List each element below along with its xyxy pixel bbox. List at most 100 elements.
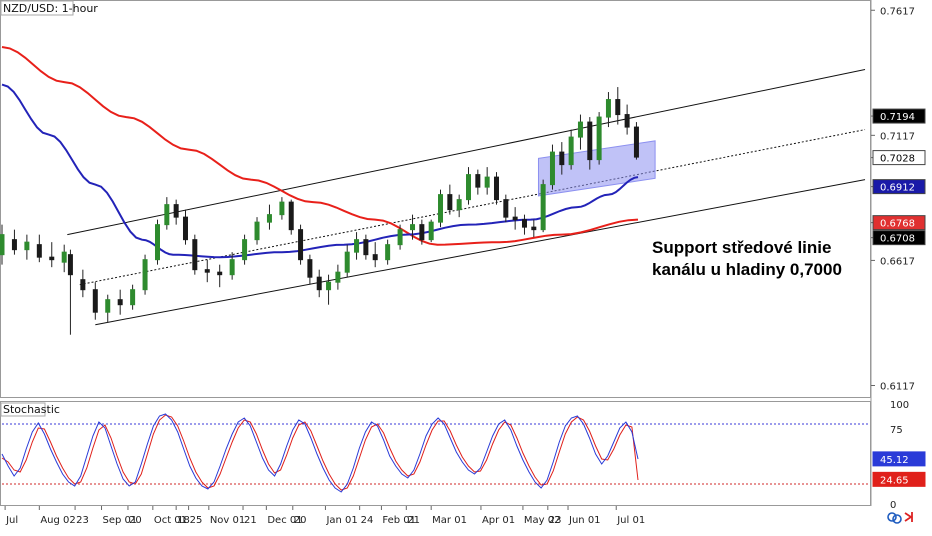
time-tick-label: Nov 01 <box>210 515 245 526</box>
candles <box>0 87 639 335</box>
price-tick-label: 0.6117 <box>880 381 915 392</box>
time-tick-label: May 02 <box>524 515 561 526</box>
stochastic-title: Stochastic <box>3 403 60 416</box>
price-tag-label: 0.7194 <box>880 112 915 123</box>
candle-body <box>419 224 425 241</box>
candle-body <box>67 254 73 276</box>
price-tag-label: 0.6768 <box>880 219 915 230</box>
scroll-end-icon[interactable] <box>904 512 913 522</box>
annotation-line-2: kanálu u hladiny 0,7000 <box>652 260 842 279</box>
price-tag-box <box>872 230 926 246</box>
candle-body <box>559 151 565 166</box>
candle-body <box>164 204 170 226</box>
time-tick-label: Mar 01 <box>432 515 467 526</box>
candle-body <box>438 194 444 223</box>
channel-upper-line <box>67 69 866 236</box>
candle-body <box>92 289 98 313</box>
candle-body <box>410 224 416 231</box>
price-tag-label: 0.6708 <box>880 234 915 245</box>
chart-title-box <box>0 0 74 16</box>
candle-body <box>577 121 583 138</box>
stochastic-tick-label: 75 <box>890 425 903 436</box>
time-tick-label: 21 <box>407 515 420 526</box>
candle-body <box>0 234 5 256</box>
candle-body <box>229 259 235 276</box>
stochastic-tick-label: 100 <box>890 400 909 411</box>
time-tick-label: Aug 02 <box>40 515 75 526</box>
stochastic-d-line <box>1 414 639 491</box>
candle-body <box>456 199 462 211</box>
stochastic-tag-label: 24.65 <box>880 475 909 486</box>
time-tick-label: 24 <box>361 515 374 526</box>
price-tag-box <box>872 108 926 124</box>
chart-title: NZD/USD: 1-hour <box>3 2 98 15</box>
price-axis-ticks: 0.7617 0.7194 0.7117 0.7028 0.6912 0.6768 0.67… <box>871 6 915 392</box>
price-tag-box <box>872 215 926 231</box>
candle-body <box>493 176 499 201</box>
candle-body <box>428 221 434 241</box>
time-tick-label: Sep 01 <box>103 515 138 526</box>
stochastic-panel <box>0 401 871 506</box>
candle-body <box>344 251 350 273</box>
candle-body <box>397 229 403 246</box>
time-tick-label: Jun 01 <box>568 515 601 526</box>
candle-body <box>540 184 546 231</box>
price-tag-box <box>872 179 926 195</box>
price-tags: 0.7194 0.7028 0.6912 0.6768 0.6708 <box>872 108 926 246</box>
candle-body <box>36 244 42 258</box>
moving-averages <box>1 46 639 259</box>
time-tick-label: 25 <box>190 515 203 526</box>
candle-body <box>298 229 304 261</box>
candle-body <box>605 99 611 118</box>
sma-blue-line <box>1 83 639 259</box>
candle-body <box>475 174 481 188</box>
candle-body <box>316 276 322 291</box>
candle-body <box>242 239 248 261</box>
candle-body <box>105 299 111 313</box>
candle-body <box>24 241 30 251</box>
sma-red-line <box>1 46 639 246</box>
time-tick-label: 23 <box>76 515 89 526</box>
time-tick-label: 23 <box>549 515 562 526</box>
candle-body <box>288 201 294 231</box>
price-tick-label: 0.7117 <box>880 131 915 142</box>
candle-body <box>466 174 472 201</box>
time-tick-label: 21 <box>244 515 257 526</box>
candle-body <box>549 151 555 186</box>
candle-body <box>363 239 369 256</box>
candle-body <box>512 216 518 221</box>
stochastic-tick-label: 0 <box>890 500 896 511</box>
time-tick-label: 20 <box>129 515 142 526</box>
channel-lines <box>67 69 866 326</box>
stochastic-k-line <box>1 413 639 493</box>
time-tick-label: Apr 01 <box>482 515 515 526</box>
time-tick-label: Dec 01 <box>267 515 302 526</box>
candle-body <box>142 259 148 291</box>
main-panel <box>0 0 871 398</box>
candle-body <box>633 126 639 158</box>
candle-body <box>173 204 179 218</box>
stochastic-tag-label: 45.12 <box>880 455 909 466</box>
candle-body <box>484 176 490 188</box>
price-tag-box <box>872 150 926 166</box>
time-tick-label: Jan 01 <box>325 515 357 526</box>
candle-body <box>254 221 260 241</box>
candle-body <box>130 289 136 306</box>
candle-body <box>61 251 67 263</box>
candle-body <box>521 219 527 228</box>
time-tick-label: 20 <box>294 515 307 526</box>
candle-body <box>385 244 391 261</box>
time-tick-label: Jul 01 <box>616 515 645 526</box>
candle-body <box>117 299 123 306</box>
sync-icon[interactable] <box>887 512 902 524</box>
time-tick-label: 18 <box>177 515 190 526</box>
candle-body <box>326 281 332 291</box>
time-tick-label: Feb 01 <box>382 515 416 526</box>
candle-body <box>531 226 537 231</box>
candle-body <box>335 271 341 283</box>
candle-body <box>217 271 223 276</box>
price-tag-label: 0.7028 <box>880 154 915 165</box>
candle-body <box>279 201 285 216</box>
candle-body <box>204 269 210 273</box>
